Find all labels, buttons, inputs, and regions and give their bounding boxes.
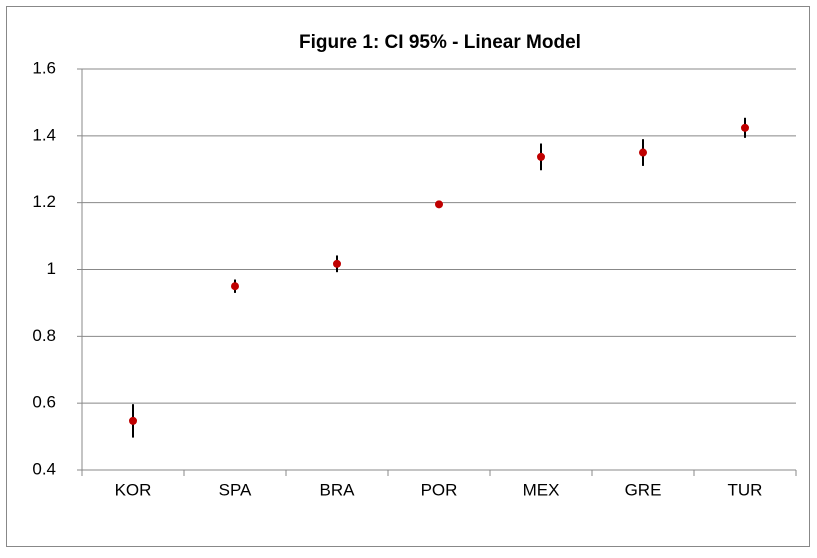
x-tick-label: TUR bbox=[728, 480, 763, 499]
point bbox=[435, 200, 443, 209]
x-tick-label: POR bbox=[421, 480, 458, 499]
point bbox=[333, 259, 341, 268]
y-tick-label: 0.4 bbox=[32, 459, 56, 478]
point bbox=[537, 152, 545, 161]
point bbox=[741, 123, 749, 132]
point bbox=[639, 148, 647, 157]
y-tick-label: 1.6 bbox=[32, 58, 56, 77]
chart-title: Figure 1: CI 95% - Linear Model bbox=[299, 32, 581, 53]
x-tick-label: KOR bbox=[115, 480, 152, 499]
y-tick-label: 1.4 bbox=[32, 125, 56, 144]
point bbox=[129, 416, 137, 425]
y-tick-label: 1 bbox=[47, 259, 56, 278]
x-tick-label: MEX bbox=[523, 480, 560, 499]
y-tick-label: 1.2 bbox=[32, 192, 56, 211]
y-tick-label: 0.8 bbox=[32, 326, 56, 345]
x-tick-label: SPA bbox=[219, 480, 252, 499]
x-tick-label: GRE bbox=[625, 480, 662, 499]
point bbox=[231, 282, 239, 291]
x-tick-label: BRA bbox=[320, 480, 356, 499]
chart-frame bbox=[6, 6, 810, 547]
y-tick-label: 0.6 bbox=[32, 393, 56, 412]
